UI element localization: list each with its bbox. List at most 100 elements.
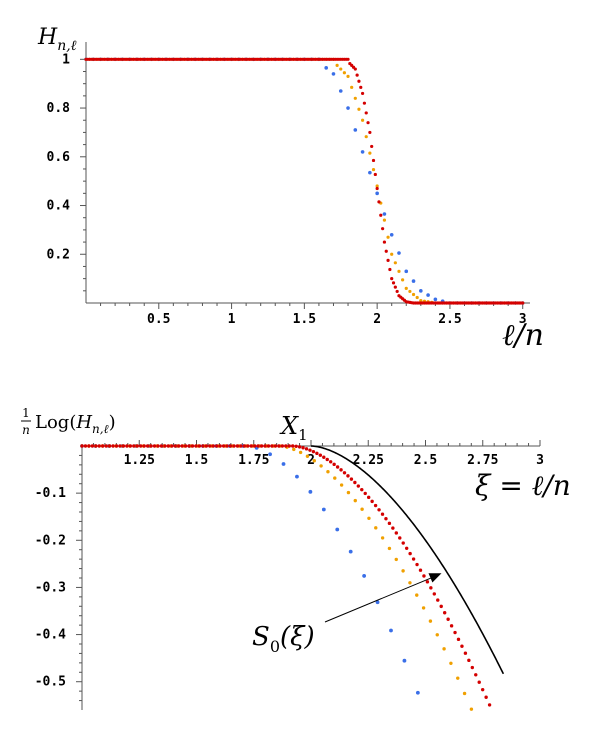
data-point (428, 619, 433, 623)
data-point (380, 536, 385, 540)
data-point (318, 453, 323, 457)
data-point (384, 249, 388, 253)
data-point (297, 445, 302, 449)
data-point (290, 444, 295, 448)
data-point (421, 606, 426, 610)
data-point (342, 471, 347, 475)
data-point (449, 624, 454, 628)
data-point (487, 703, 492, 707)
data-point (225, 444, 229, 448)
data-point (377, 508, 381, 512)
data-point (218, 444, 222, 448)
data-point (335, 63, 339, 68)
data-point (266, 444, 271, 448)
y-tick-label: 0.2 (47, 247, 70, 262)
data-point (415, 690, 420, 695)
data-point (335, 527, 340, 532)
data-point (353, 96, 357, 100)
data-point (324, 66, 328, 70)
data-point (386, 258, 390, 262)
data-point (404, 269, 409, 274)
data-point (379, 213, 383, 217)
data-point (397, 251, 401, 255)
data-point (204, 444, 209, 448)
data-point (163, 444, 167, 448)
data-point (425, 580, 430, 584)
data-point (152, 444, 157, 448)
y-tick-label: 0.4 (47, 199, 71, 214)
data-point (368, 130, 372, 135)
svg-text:n: n (22, 423, 30, 437)
y-tick-label: -0.4 (35, 628, 66, 643)
data-point (366, 495, 371, 500)
data-point (111, 444, 115, 448)
svg-text:Log(Hn,ℓ): Log(Hn,ℓ) (35, 412, 116, 436)
data-point (390, 252, 394, 256)
data-point (373, 503, 378, 508)
data-point (322, 455, 326, 459)
data-point (194, 444, 198, 448)
data-point (121, 444, 126, 448)
data-point (325, 457, 329, 462)
x-tick-label: 3 (536, 453, 544, 468)
data-point (308, 489, 313, 494)
data-point (370, 144, 374, 149)
data-point (268, 452, 272, 457)
data-point (353, 498, 357, 503)
data-point (462, 691, 467, 696)
data-point (401, 569, 405, 573)
data-point (305, 454, 310, 458)
data-point (235, 444, 240, 448)
data-point (339, 67, 343, 71)
data-point (128, 444, 133, 448)
data-point (142, 444, 146, 448)
data-point (114, 444, 119, 448)
data-point (366, 121, 370, 125)
data-point (368, 170, 372, 175)
data-point (415, 593, 419, 597)
series-2 (80, 444, 492, 707)
data-point (338, 89, 343, 93)
data-point (80, 444, 84, 448)
data-point (256, 444, 260, 448)
data-point (390, 277, 394, 281)
data-point (125, 444, 129, 448)
data-point (360, 487, 364, 492)
data-point (381, 227, 385, 231)
data-point (422, 574, 426, 578)
data-point (362, 101, 367, 105)
data-point (301, 446, 305, 450)
data-point (469, 707, 474, 711)
data-point (442, 611, 447, 615)
data-point (367, 516, 371, 520)
data-point (432, 592, 437, 596)
data-point (374, 526, 378, 530)
data-point (435, 633, 439, 637)
data-point (159, 444, 164, 448)
data-point (166, 444, 171, 448)
data-point (331, 72, 336, 76)
data-point (363, 491, 367, 496)
data-point (295, 474, 299, 479)
series-1 (84, 57, 525, 305)
data-point (328, 460, 333, 464)
data-point (364, 111, 368, 115)
data-point (190, 444, 195, 448)
data-point (118, 444, 122, 448)
data-point (170, 444, 174, 448)
data-point (187, 444, 191, 448)
data-point (415, 295, 419, 300)
y-tick-label: -0.5 (35, 675, 66, 690)
data-point (404, 546, 409, 550)
data-point (375, 600, 380, 605)
x-tick-label: 2.25 (353, 453, 384, 468)
data-point (394, 531, 399, 535)
series-0 (84, 57, 525, 305)
data-point (419, 289, 423, 293)
data-point (132, 444, 136, 448)
data-point (408, 581, 412, 585)
data-point (371, 158, 376, 163)
data-point (426, 293, 430, 297)
data-point (364, 135, 368, 139)
data-point (393, 261, 397, 265)
